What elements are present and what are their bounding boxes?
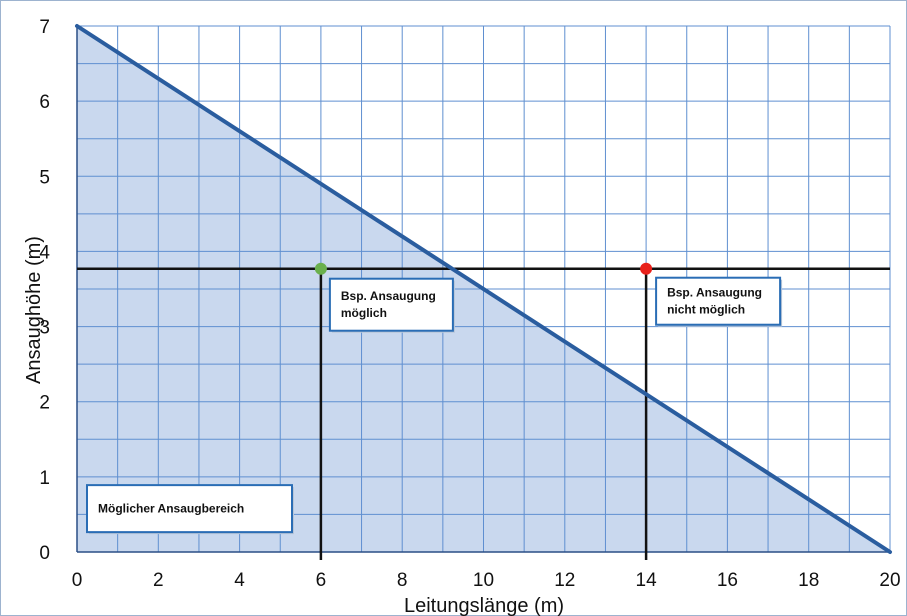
x-tick-label: 8 (397, 570, 408, 591)
example-points (314, 262, 653, 275)
x-tick-label: 2 (153, 570, 164, 591)
y-tick-label: 4 (39, 242, 50, 263)
y-tick-label: 7 (39, 17, 50, 38)
annotation-possible: Bsp. Ansaugung möglich (328, 277, 455, 333)
box-frame (328, 277, 454, 332)
y-tick-label: 6 (39, 92, 50, 113)
annotation-not-possible: Bsp. Ansaugung nicht möglich (655, 276, 783, 327)
x-tick-label: 20 (879, 570, 900, 591)
box-text-line: Möglicher Ansaugbereich (98, 502, 244, 516)
box-frame (86, 484, 293, 534)
y-axis-title: Ansaughöhe (m) (23, 236, 45, 384)
x-tick-label: 16 (717, 570, 738, 591)
boundary-line-path (75, 24, 892, 554)
y-tick-label: 3 (39, 318, 50, 339)
x-tick-label: 14 (636, 570, 658, 591)
box-text-line: nicht möglich (667, 303, 745, 317)
example-point (640, 262, 653, 275)
reference-lines (77, 267, 890, 560)
annotation-region: Möglicher Ansaugbereich (86, 484, 294, 535)
y-tick-label: 1 (39, 468, 50, 489)
y-tick-label: 0 (39, 543, 50, 564)
x-tick-label: 12 (554, 570, 575, 591)
box-text-line: möglich (341, 306, 387, 320)
x-tick-label: 0 (72, 570, 83, 591)
example-point (314, 262, 327, 275)
annotation-boxes: Bsp. Ansaugung möglich Bsp. Ansaugung nicht… (86, 276, 783, 535)
x-tick-label: 10 (473, 570, 494, 591)
box-text-line: Bsp. Ansaugung (667, 286, 762, 300)
x-tick-label: 18 (798, 570, 819, 591)
box-frame (655, 276, 782, 326)
y-tick-label: 2 (39, 393, 50, 414)
box-text-line: Bsp. Ansaugung (341, 289, 436, 303)
boundary-line (75, 24, 892, 554)
grid (76, 25, 891, 553)
x-axis-title: Leitungslänge (m) (404, 595, 564, 616)
y-tick-label: 5 (39, 167, 50, 188)
x-tick-label: 4 (234, 570, 245, 591)
x-tick-label: 6 (316, 570, 327, 591)
